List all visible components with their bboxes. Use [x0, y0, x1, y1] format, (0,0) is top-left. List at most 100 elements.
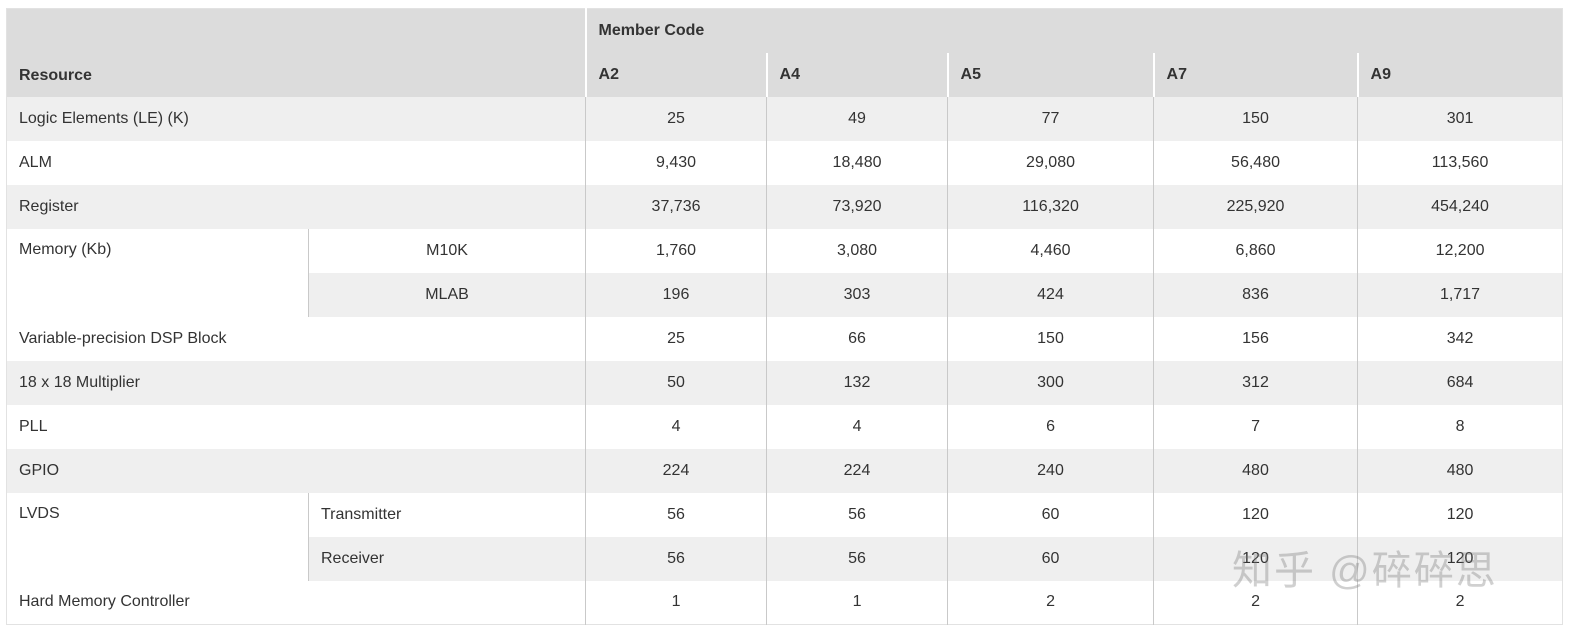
row-label: Hard Memory Controller — [19, 593, 190, 611]
value-cell: 66 — [766, 316, 948, 361]
row-label: 18 x 18 Multiplier — [6, 360, 586, 405]
sub-label: Transmitter — [307, 492, 586, 537]
table-row: MLAB 196 303 424 836 1,717 — [7, 272, 1563, 317]
value-cell: 424 — [947, 272, 1154, 317]
value-cell: 1,717 — [1357, 272, 1563, 317]
watermark: 知乎 @碎碎思 — [1232, 549, 1498, 593]
table-row: Register 37,736 73,920 116,320 225,920 454,24… — [6, 184, 1563, 229]
table-body: Logic Elements (LE) (K) 25 49 77 150 301 ALM 9,… — [6, 96, 1563, 625]
value-cell: 77 — [947, 96, 1154, 141]
value-cell: 4 — [766, 404, 948, 449]
value-cell: 113,560 — [1357, 140, 1563, 185]
sub-label: MLAB — [307, 272, 586, 317]
table-row: LVDS Transmitter 56 56 60 120 120 — [6, 492, 1563, 581]
header-cell: A5 — [946, 52, 1154, 97]
value-cell: 150 — [1153, 96, 1358, 141]
header-cell: A4 — [765, 52, 948, 97]
row-label: LVDS — [6, 492, 309, 581]
value-cell: 1,760 — [585, 228, 767, 273]
value-cell: 684 — [1357, 360, 1563, 405]
table-row: PLL 4 4 6 7 8 — [7, 404, 1563, 449]
header-row: A2 A4 A5 A7 A9 — [7, 52, 1563, 97]
value-cell: 29,080 — [947, 140, 1154, 185]
value-cell: 6,860 — [1153, 228, 1358, 273]
sub-label: M10K — [307, 228, 586, 273]
value-cell: 25 — [585, 96, 767, 141]
value-cell: 150 — [947, 316, 1154, 361]
resource-table: Resource Member Code A2 A4 A5 A7 A9 Logic El… — [6, 8, 1564, 625]
value-cell: 2 — [1153, 580, 1358, 625]
value-cell: 132 — [766, 360, 948, 405]
row-label: Register — [6, 184, 586, 229]
value-cell: 120 — [1153, 492, 1358, 537]
value-cell: 56 — [766, 536, 948, 581]
table-row: Hard Memory Controller 1 1 2 2 2 — [7, 580, 1563, 625]
value-cell: 342 — [1357, 316, 1563, 361]
table-row: Receiver 56 56 60 120 120 — [7, 536, 1563, 581]
value-cell: 6 — [947, 404, 1154, 449]
value-cell: 120 — [1357, 536, 1563, 581]
value-cell: 18,480 — [766, 140, 948, 185]
value-cell: 49 — [766, 96, 948, 141]
row-label: ALM — [19, 153, 52, 171]
value-cell: 303 — [766, 272, 948, 317]
value-cell: 56 — [585, 536, 767, 581]
value-cell: 7 — [1153, 404, 1358, 449]
value-cell: 301 — [1357, 96, 1563, 141]
value-cell: 60 — [947, 536, 1154, 581]
value-cell: 225,920 — [1153, 184, 1358, 229]
table-row: Logic Elements (LE) (K) 25 49 77 150 301 — [6, 96, 1563, 141]
value-cell: 480 — [1153, 448, 1358, 493]
row-label: GPIO — [6, 448, 586, 493]
value-cell: 120 — [1153, 536, 1358, 581]
table-row: ALM 9,430 18,480 29,080 56,480 113,560 — [7, 140, 1563, 185]
value-cell: 8 — [1357, 404, 1563, 449]
row-label: Memory (Kb) — [6, 228, 309, 317]
value-cell: 480 — [1357, 448, 1563, 493]
value-cell: 312 — [1153, 360, 1358, 405]
value-cell: 454,240 — [1357, 184, 1563, 229]
value-cell: 12,200 — [1357, 228, 1563, 273]
value-cell: 2 — [1357, 580, 1563, 625]
row-label: Variable-precision DSP Block — [19, 329, 227, 347]
value-cell: 25 — [585, 316, 767, 361]
value-cell: 196 — [585, 272, 767, 317]
table-row: Memory (Kb) M10K 1,760 3,080 4,460 6,860 12,20… — [6, 228, 1563, 317]
table-row: GPIO 224 224 240 480 480 — [6, 448, 1563, 493]
value-cell: 240 — [947, 448, 1154, 493]
table-row: 18 x 18 Multiplier 50 132 300 312 684 — [6, 360, 1563, 405]
value-cell: 4,460 — [947, 228, 1154, 273]
value-cell: 3,080 — [766, 228, 948, 273]
value-cell: 56 — [585, 492, 767, 537]
value-cell: 56 — [766, 492, 948, 537]
value-cell: 73,920 — [766, 184, 948, 229]
value-cell: 4 — [585, 404, 767, 449]
table-row: Variable-precision DSP Block 25 66 150 156 34… — [7, 316, 1563, 361]
value-cell: 37,736 — [585, 184, 767, 229]
value-cell: 300 — [947, 360, 1154, 405]
value-cell: 60 — [947, 492, 1154, 537]
value-cell: 116,320 — [947, 184, 1154, 229]
value-cell: 2 — [947, 580, 1154, 625]
header-row: Resource Member Code — [6, 8, 1563, 97]
header-cell: A9 — [1356, 52, 1563, 97]
value-cell: 120 — [1357, 492, 1563, 537]
header-cell: A7 — [1152, 52, 1358, 97]
value-cell: 56,480 — [1153, 140, 1358, 185]
table-header: Resource Member Code A2 A4 A5 A7 A9 — [6, 8, 1563, 97]
value-cell: 9,430 — [585, 140, 767, 185]
row-label: PLL — [19, 417, 48, 435]
value-cell: 156 — [1153, 316, 1358, 361]
sub-label: Receiver — [307, 536, 586, 581]
value-cell: 50 — [585, 360, 767, 405]
value-cell: 224 — [585, 448, 767, 493]
value-cell: 1 — [585, 580, 767, 625]
header-cell: Member Code — [584, 8, 1563, 53]
value-cell: 224 — [766, 448, 948, 493]
header-cell: Resource — [6, 8, 586, 97]
value-cell: 1 — [766, 580, 948, 625]
header-cell: A2 — [584, 52, 767, 97]
row-label: Logic Elements (LE) (K) — [6, 96, 586, 141]
value-cell: 836 — [1153, 272, 1358, 317]
